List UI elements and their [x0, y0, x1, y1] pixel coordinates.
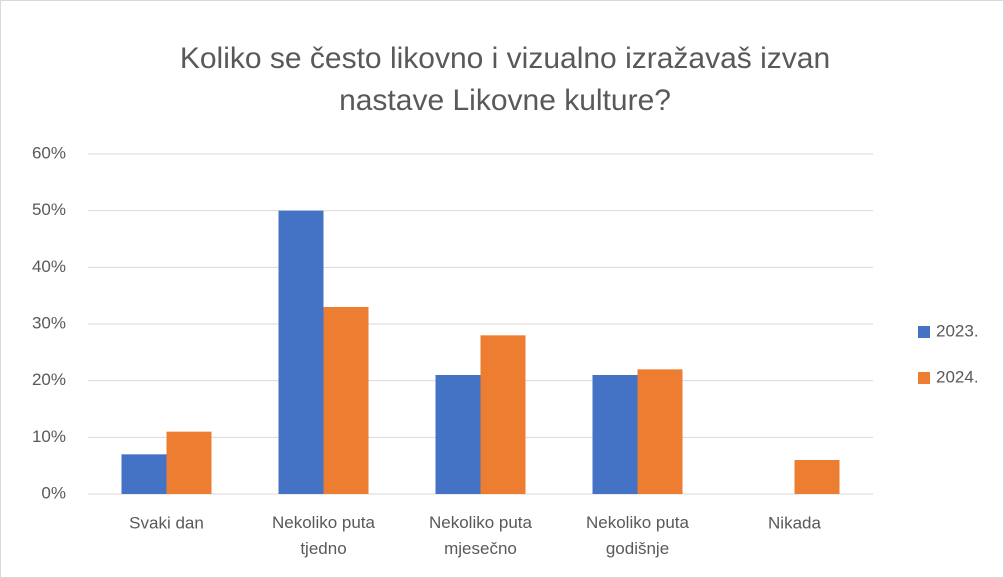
- y-tick-label: 0%: [41, 483, 66, 502]
- bar: [166, 431, 212, 494]
- chart-title: Koliko se često likovno i vizualno izraž…: [180, 42, 830, 117]
- x-tick-label: Nikada: [768, 513, 821, 532]
- bar: [278, 210, 324, 494]
- bar: [794, 460, 840, 494]
- bar: [121, 454, 167, 494]
- x-tick-label: Nekoliko puta tjedno: [272, 513, 376, 558]
- bar: [435, 375, 481, 494]
- legend-label: 2024.: [936, 367, 979, 386]
- y-tick-label: 30%: [32, 313, 66, 332]
- x-tick-label: Nekoliko puta mjesečno: [429, 513, 533, 558]
- y-tick-label: 40%: [32, 257, 66, 276]
- legend-swatch: [918, 372, 930, 384]
- y-tick-label: 60%: [32, 143, 66, 162]
- x-tick-label: Svaki dan: [129, 513, 204, 532]
- legend-label: 2023.: [936, 321, 979, 340]
- x-tick-label: Nekoliko puta godišnje: [586, 513, 690, 558]
- y-tick-label: 20%: [32, 370, 66, 389]
- bar: [323, 307, 369, 494]
- legend-swatch: [918, 326, 930, 338]
- bar: [480, 335, 526, 494]
- y-tick-label: 10%: [32, 427, 66, 446]
- bar: [592, 375, 638, 494]
- bar: [637, 369, 683, 494]
- y-tick-label: 50%: [32, 200, 66, 219]
